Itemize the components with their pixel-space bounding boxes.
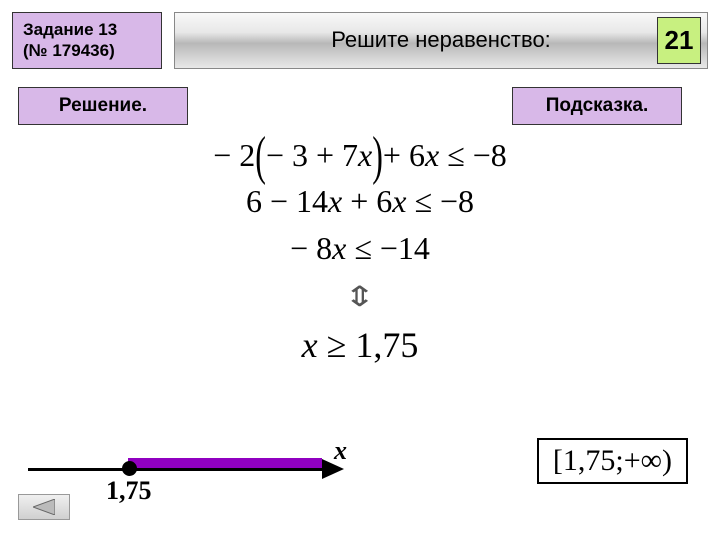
page-title: Решите неравенство: <box>331 27 551 53</box>
solution-button[interactable]: Решение. <box>18 87 188 125</box>
task-number: Задание 13 <box>23 19 151 40</box>
task-badge: Задание 13 (№ 179436) <box>12 12 162 69</box>
number-line: x 1,75 <box>28 442 358 502</box>
math-line-2: 6 − 14x + 6x ≤ −8 <box>0 179 720 224</box>
score-value: 21 <box>665 25 694 56</box>
axis <box>28 468 328 471</box>
equiv-arrow: ⇕ <box>0 273 720 318</box>
interval-from: 1,75 <box>563 444 616 477</box>
hint-label: Подсказка. <box>546 95 649 116</box>
interval-close: ) <box>662 444 672 477</box>
math-line-3: − 8x ≤ −14 <box>0 226 720 271</box>
math-derivation: − 2(− 3 + 7x)+ 6x ≤ −8 6 − 14x + 6x ≤ −8… <box>0 125 720 371</box>
score-box: 21 <box>657 17 701 64</box>
title-bar: Решите неравенство: 21 <box>174 12 708 69</box>
math-line-4: x ≥ 1,75 <box>0 320 720 370</box>
back-button[interactable] <box>18 494 70 520</box>
header: Задание 13 (№ 179436) Решите неравенство… <box>0 0 720 69</box>
math-line-1: − 2(− 3 + 7x)+ 6x ≤ −8 <box>0 133 720 178</box>
hint-button[interactable]: Подсказка. <box>512 87 682 125</box>
solution-label: Решение. <box>59 95 147 116</box>
boundary-point <box>122 461 137 476</box>
interval-to: +∞ <box>624 444 662 477</box>
triangle-left-icon <box>33 499 55 515</box>
interval-open: [ <box>553 444 563 477</box>
axis-label: x <box>334 436 347 466</box>
answer-interval: [1,75;+∞) <box>537 438 688 484</box>
task-id: (№ 179436) <box>23 40 151 61</box>
interval-sep: ; <box>615 444 623 477</box>
sub-buttons: Решение. Подсказка. <box>0 69 720 125</box>
bottom-area: x 1,75 [1,75;+∞) <box>0 432 720 522</box>
tick-label: 1,75 <box>106 476 152 506</box>
